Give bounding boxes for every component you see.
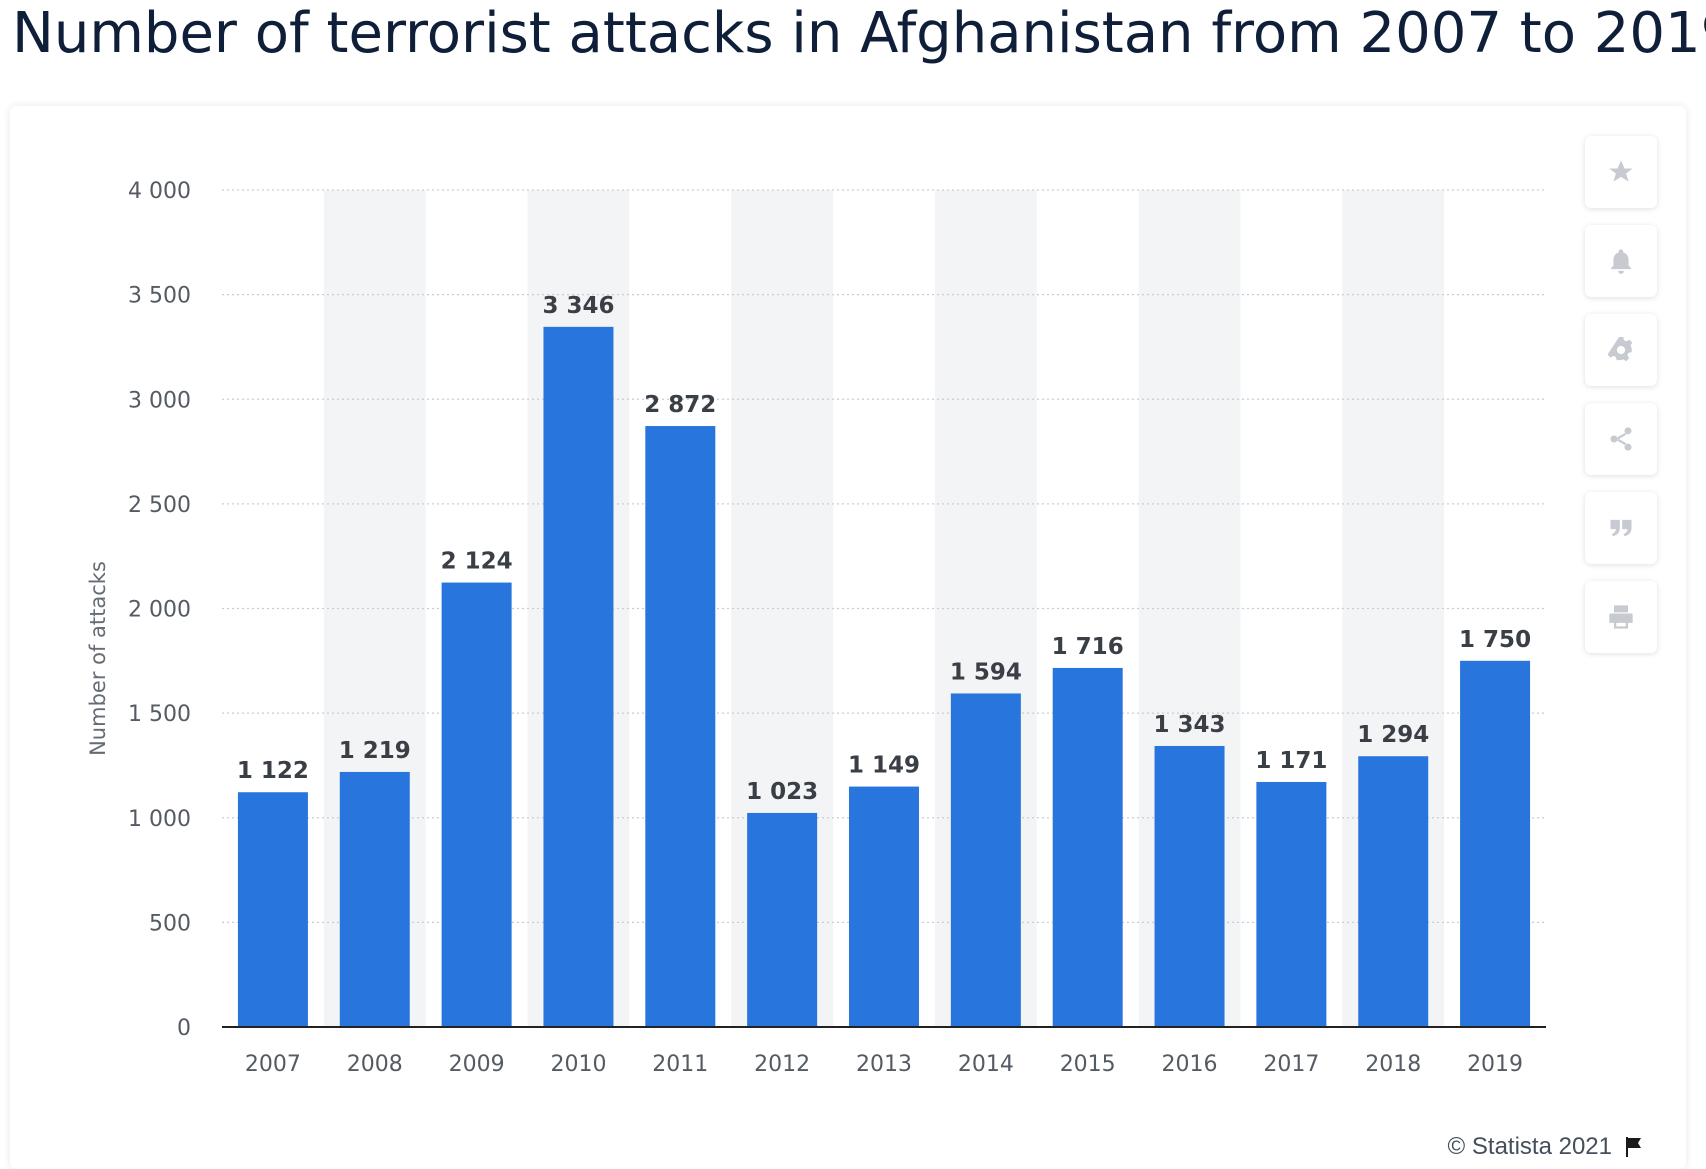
y-tick-label: 3 500 (128, 284, 191, 309)
data-label: 1 343 (1154, 712, 1226, 738)
share-icon (1610, 427, 1632, 451)
data-label: 1 294 (1357, 722, 1429, 748)
bar-2010[interactable] (543, 326, 614, 1027)
bar-2013[interactable] (849, 786, 919, 1027)
bar-2016[interactable] (1154, 745, 1225, 1027)
bar-2019[interactable] (1460, 660, 1531, 1027)
data-label: 3 346 (542, 293, 614, 319)
y-tick-label: 500 (149, 911, 191, 936)
y-axis-label: Number of attacks (86, 561, 110, 756)
y-tick-label: 2 500 (128, 493, 191, 518)
settings-button[interactable] (1585, 314, 1657, 386)
printer-icon (1609, 605, 1633, 629)
y-tick-label: 1 000 (128, 807, 191, 832)
data-label: 1 716 (1052, 634, 1124, 660)
quote-icon (1610, 519, 1632, 537)
y-tick-label: 2 000 (128, 598, 191, 623)
data-label: 1 023 (746, 779, 818, 805)
x-tick-label: 2012 (754, 1052, 810, 1077)
data-label: 2 124 (441, 549, 513, 575)
bar-2008[interactable] (339, 771, 410, 1027)
data-label: 1 171 (1255, 748, 1327, 774)
data-label: 2 872 (644, 392, 716, 418)
footer: © Statista 2021 (1448, 1133, 1646, 1161)
bar-2011[interactable] (645, 426, 716, 1027)
bar-2017[interactable] (1256, 781, 1327, 1027)
x-tick-label: 2016 (1162, 1052, 1218, 1077)
data-label: 1 149 (848, 753, 920, 779)
y-tick-label: 3 000 (128, 388, 191, 413)
star-icon (1609, 160, 1633, 182)
x-tick-label: 2017 (1263, 1052, 1319, 1077)
favorite-button[interactable] (1585, 136, 1657, 208)
data-label: 1 750 (1459, 627, 1531, 653)
bar-2009[interactable] (441, 582, 512, 1027)
x-tick-label: 2015 (1060, 1052, 1116, 1077)
data-label: 1 219 (339, 738, 411, 764)
y-tick-label: 4 000 (128, 179, 191, 204)
x-tick-label: 2014 (958, 1052, 1014, 1077)
x-tick-label: 2007 (245, 1052, 301, 1077)
bar-2014[interactable] (950, 693, 1021, 1027)
statista-credit[interactable]: © Statista 2021 (1447, 1133, 1612, 1160)
cite-button[interactable] (1585, 492, 1657, 564)
bar-2007[interactable] (237, 792, 308, 1027)
chart-toolbar (1585, 136, 1657, 670)
notification-button[interactable] (1585, 225, 1657, 297)
x-tick-label: 2011 (652, 1052, 708, 1077)
x-tick-label: 2010 (550, 1052, 606, 1077)
bell-icon (1611, 249, 1631, 274)
flag-icon[interactable] (1622, 1135, 1646, 1159)
bar-2015[interactable] (1052, 667, 1123, 1027)
y-tick-label: 0 (177, 1016, 191, 1041)
bar-2012[interactable] (747, 812, 818, 1027)
x-tick-label: 2013 (856, 1052, 912, 1077)
data-label: 1 594 (950, 659, 1022, 685)
data-label: 1 122 (237, 758, 309, 784)
bar-2018[interactable] (1358, 756, 1429, 1027)
x-tick-label: 2019 (1467, 1052, 1523, 1077)
print-button[interactable] (1585, 581, 1657, 653)
page-title: Number of terrorist attacks in Afghanist… (12, 1, 1706, 66)
x-tick-label: 2018 (1365, 1052, 1421, 1077)
x-tick-label: 2009 (449, 1052, 505, 1077)
x-tick-label: 2008 (347, 1052, 403, 1077)
y-tick-label: 1 500 (128, 702, 191, 727)
share-button[interactable] (1585, 403, 1657, 475)
gear-icon (1607, 337, 1633, 362)
